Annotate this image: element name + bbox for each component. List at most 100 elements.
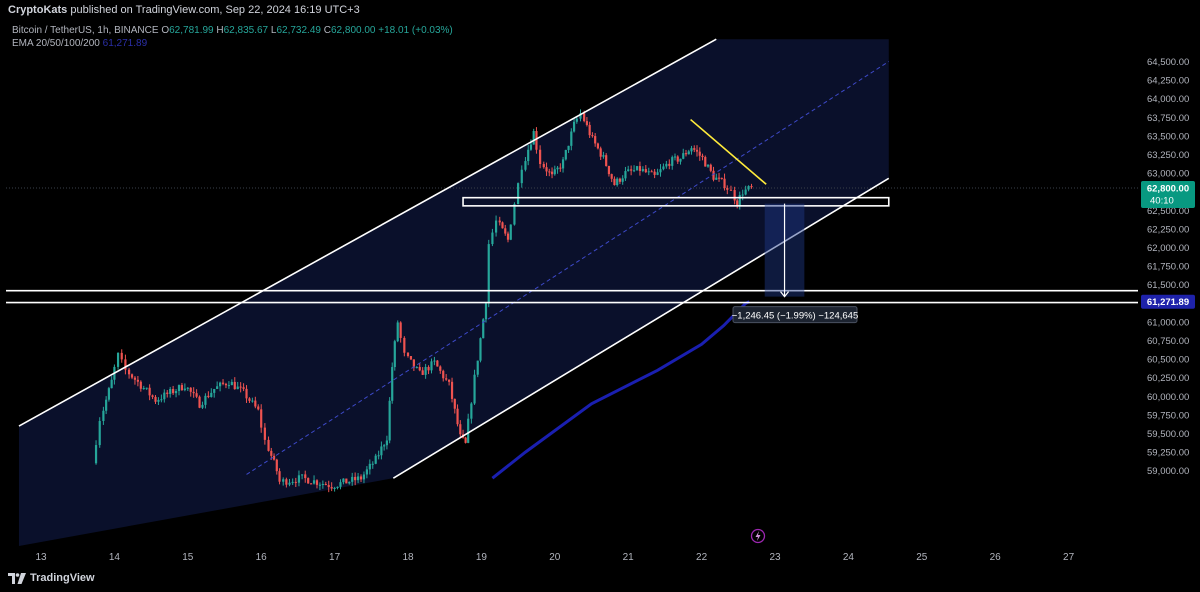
candle-body <box>282 479 285 482</box>
candle-body <box>227 385 231 387</box>
candles <box>94 109 753 493</box>
candle-body <box>198 396 201 408</box>
candle-body <box>399 322 402 338</box>
candle-body <box>230 381 233 386</box>
candle-body <box>127 369 131 375</box>
candle-body <box>684 153 688 155</box>
candle-body <box>388 400 391 441</box>
descending-trendline[interactable] <box>690 118 767 185</box>
candle-body <box>116 352 120 367</box>
price-tick-label: 62,000.00 <box>1147 243 1189 254</box>
candle-body <box>607 165 611 175</box>
candle-body <box>142 388 145 390</box>
current-price-value: 62,800.00 <box>1147 184 1189 195</box>
candle-body <box>650 171 653 173</box>
candle-body <box>712 170 715 180</box>
support-zone-box[interactable] <box>462 196 890 207</box>
candle-body <box>572 121 576 132</box>
price-tick-label: 59,500.00 <box>1147 429 1189 440</box>
candle-body <box>676 156 679 162</box>
candle-body <box>174 391 178 394</box>
candle-body <box>564 149 567 160</box>
candle-body <box>575 118 578 122</box>
candle-body <box>221 382 225 384</box>
candle-body <box>506 233 510 240</box>
candle-body <box>248 398 251 401</box>
candle-body <box>359 476 363 480</box>
publisher-name[interactable]: CryptoKats <box>8 4 68 16</box>
time-tick-label: 20 <box>549 552 561 563</box>
price-tick-label: 60,000.00 <box>1147 392 1189 403</box>
price-axis[interactable]: 64,500.00 64,250.00 64,000.00 63,750.00 63,5… <box>1141 57 1195 477</box>
candle-body <box>396 322 399 342</box>
candle-body <box>445 378 448 380</box>
candle-body <box>632 170 636 172</box>
measure-arrow-head <box>780 291 790 298</box>
candle-body <box>415 367 418 369</box>
time-tick-label: 19 <box>476 552 488 563</box>
alert-lightning-icon[interactable] <box>750 528 766 544</box>
time-axis[interactable]: 13 14 15 16 17 18 19 20 21 22 23 24 25 26 27 <box>35 552 1074 563</box>
candle-body <box>641 169 644 171</box>
candle-body <box>482 319 485 339</box>
candle-body <box>698 151 701 156</box>
candle-body <box>553 169 556 175</box>
open-value: 62,781.99 <box>169 25 214 36</box>
candle-body <box>180 385 184 391</box>
candle-body <box>627 169 630 172</box>
price-tick-label: 61,000.00 <box>1147 317 1189 328</box>
candle-body <box>412 359 415 368</box>
price-tick-label: 63,750.00 <box>1147 113 1189 124</box>
candle-body <box>257 406 260 410</box>
candle-body <box>270 450 273 456</box>
price-tick-label: 62,250.00 <box>1147 224 1189 235</box>
candle-body <box>736 200 739 207</box>
candle-body <box>380 446 383 456</box>
candle-body <box>409 356 413 360</box>
current-price-badge[interactable] <box>1141 181 1195 208</box>
candle-body <box>133 377 137 380</box>
channel-upper-line[interactable] <box>18 38 717 427</box>
ema-price-badge[interactable] <box>1141 294 1195 309</box>
channel-lower-line[interactable] <box>392 177 890 479</box>
candle-body <box>570 131 573 146</box>
candle-body <box>307 478 310 484</box>
candle-body <box>430 361 433 371</box>
candle-body <box>513 204 516 225</box>
channel-median-line[interactable] <box>246 61 890 475</box>
candle-body <box>653 171 656 175</box>
candle-body <box>371 463 374 465</box>
candle-body <box>750 186 753 188</box>
candle-body <box>520 169 523 184</box>
candle-body <box>532 131 535 145</box>
candle-body <box>342 478 345 483</box>
candle-body <box>693 148 696 150</box>
price-tick-label: 59,000.00 <box>1147 466 1189 477</box>
lightning-icon-circle <box>750 528 766 544</box>
ema-label[interactable]: EMA 20/50/100/200 <box>12 38 100 49</box>
candle-body <box>239 386 242 388</box>
time-tick-label: 17 <box>329 552 341 563</box>
candle-body <box>433 360 436 362</box>
candle-body <box>545 167 548 172</box>
low-value: 62,732.49 <box>276 25 321 36</box>
drawings[interactable]: −1,246.45 (−1.99%) −124,645 <box>6 38 1138 544</box>
symbol-title[interactable]: Bitcoin / TetherUS, 1h, BINANCE <box>12 25 159 36</box>
candle-body <box>339 482 342 487</box>
candle-body <box>687 151 690 155</box>
price-tick-label: 64,000.00 <box>1147 94 1189 105</box>
candle-body <box>406 352 410 357</box>
tradingview-logo[interactable]: TradingView <box>8 572 95 584</box>
price-tick-label: 64,500.00 <box>1147 57 1189 68</box>
candle-countdown: 40:10 <box>1150 196 1174 207</box>
candle-body <box>695 149 699 152</box>
candle-body <box>682 153 685 159</box>
high-value: 62,835.67 <box>223 25 269 36</box>
candle-body <box>504 228 507 234</box>
candle-body <box>374 455 377 464</box>
time-tick-label: 18 <box>402 552 414 563</box>
candle-body <box>470 403 473 419</box>
candle-body <box>224 383 228 386</box>
price-tick-label: 61,750.00 <box>1147 262 1189 273</box>
